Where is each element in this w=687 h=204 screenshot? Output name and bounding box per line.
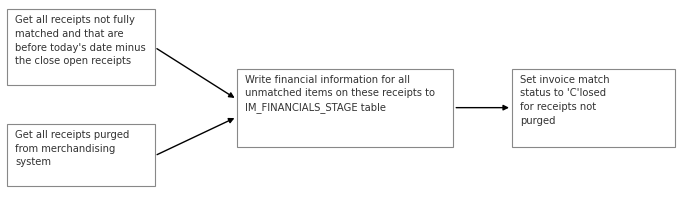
Bar: [512, 69, 675, 147]
Text: Get all receipts purged
from merchandising
system: Get all receipts purged from merchandisi…: [15, 130, 129, 166]
Bar: [7, 10, 155, 86]
Text: Get all receipts not fully
matched and that are
before today's date minus
the cl: Get all receipts not fully matched and t…: [15, 15, 146, 66]
Text: Write financial information for all
unmatched items on these receipts to
IM_FINA: Write financial information for all unma…: [245, 74, 436, 112]
Text: Set invoice match
status to 'C'losed
for receipts not
purged: Set invoice match status to 'C'losed for…: [520, 74, 609, 125]
Bar: [7, 124, 155, 186]
Bar: [237, 69, 453, 147]
